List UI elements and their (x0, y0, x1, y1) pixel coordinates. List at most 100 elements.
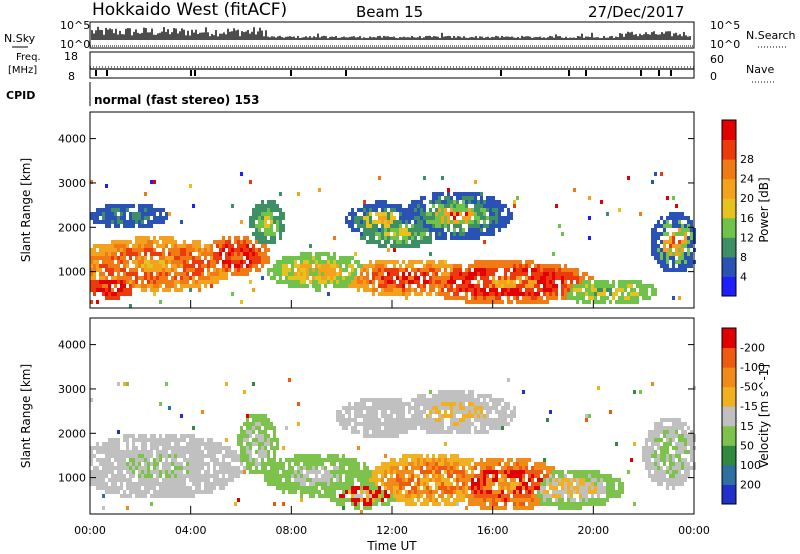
heatmap-cell (492, 406, 495, 410)
heatmap-cell (513, 470, 516, 474)
heatmap-cell (108, 260, 111, 264)
heatmap-cell (246, 454, 249, 458)
heatmap-cell (495, 494, 498, 498)
heatmap-cell (132, 280, 135, 284)
heatmap-cell (519, 288, 522, 292)
heatmap-cell (156, 446, 159, 450)
heatmap-cell (471, 300, 474, 304)
heatmap-cell (492, 284, 495, 288)
heatmap-cell (546, 296, 549, 300)
heatmap-cell (408, 260, 411, 264)
heatmap-cell (276, 446, 279, 450)
heatmap-cell (498, 216, 501, 220)
heatmap-cell (369, 486, 372, 490)
heatmap-cell (339, 410, 342, 414)
heatmap-cell (147, 470, 150, 474)
heatmap-cell (240, 454, 243, 458)
heatmap-cell (111, 466, 114, 470)
heatmap-cell (156, 284, 159, 288)
heatmap-cell (525, 280, 528, 284)
heatmap-cell (438, 394, 441, 398)
heatmap-cell (141, 276, 144, 280)
heatmap-cell (435, 474, 438, 478)
heatmap-cell (519, 260, 522, 264)
heatmap-cell (414, 398, 417, 402)
heatmap-cell (471, 232, 474, 236)
heatmap-cell (489, 272, 492, 276)
heatmap-cell (384, 240, 387, 244)
heatmap-cell (351, 466, 354, 470)
heatmap-cell (675, 252, 678, 256)
heatmap-cell (102, 216, 105, 220)
heatmap-cell (651, 284, 654, 288)
heatmap-cell (384, 418, 387, 422)
heatmap-cell (312, 490, 315, 494)
heatmap-cell (396, 268, 399, 272)
heatmap-cell (450, 406, 453, 410)
heatmap-cell (357, 462, 360, 466)
heatmap-cell (651, 236, 654, 240)
heatmap-cell (264, 220, 267, 224)
heatmap-cell (675, 268, 678, 272)
heatmap-cell (417, 228, 420, 232)
heatmap-cell (501, 422, 504, 426)
heatmap-cell (465, 196, 468, 200)
heatmap-cell (447, 398, 450, 402)
heatmap-cell (444, 466, 447, 470)
heatmap-cell (336, 470, 339, 474)
heatmap-cell (252, 288, 255, 292)
heatmap-cell (150, 288, 153, 292)
heatmap-cell (318, 276, 321, 280)
heatmap-cell (582, 296, 585, 300)
heatmap-cell (537, 280, 540, 284)
heatmap-cell (426, 418, 429, 422)
heatmap-cell (201, 276, 204, 280)
heatmap-cell (90, 454, 93, 458)
heatmap-cell (195, 490, 198, 494)
heatmap-cell (474, 220, 477, 224)
heatmap-cell (153, 288, 156, 292)
heatmap-cell (249, 462, 252, 466)
heatmap-cell (123, 264, 126, 268)
heatmap-cell (420, 284, 423, 288)
heatmap-cell (144, 434, 147, 438)
heatmap-cell (438, 208, 441, 212)
heatmap-cell (171, 268, 174, 272)
heatmap-cell (111, 220, 114, 224)
heatmap-cell (432, 272, 435, 276)
heatmap-cell (153, 280, 156, 284)
heatmap-cell (156, 462, 159, 466)
heatmap-cell (486, 478, 489, 482)
heatmap-cell (186, 280, 189, 284)
heatmap-cell (558, 224, 561, 228)
heatmap-cell (534, 300, 537, 304)
heatmap-cell (537, 498, 540, 502)
heatmap-cell (162, 260, 165, 264)
heatmap-cell (348, 422, 351, 426)
heatmap-cell (144, 252, 147, 256)
heatmap-cell (591, 296, 594, 300)
heatmap-cell (423, 406, 426, 410)
heatmap-cell (399, 232, 402, 236)
heatmap-cell (354, 414, 357, 418)
heatmap-cell (111, 268, 114, 272)
heatmap-cell (174, 462, 177, 466)
heatmap-cell (279, 272, 282, 276)
heatmap-cell (438, 454, 441, 458)
heatmap-cell (522, 486, 525, 490)
heatmap-cell (135, 248, 138, 252)
heatmap-cell (219, 482, 222, 486)
heatmap-cell (555, 204, 558, 208)
heatmap-cell (279, 486, 282, 490)
heatmap-cell (480, 426, 483, 430)
heatmap-cell (480, 288, 483, 292)
heatmap-cell (177, 442, 180, 446)
heatmap-cell (492, 494, 495, 498)
heatmap-cell (222, 236, 225, 240)
heatmap-cell (429, 236, 432, 240)
heatmap-cell (555, 272, 558, 276)
heatmap-cell (219, 252, 222, 256)
heatmap-cell (330, 482, 333, 486)
heatmap-cell (438, 414, 441, 418)
heatmap-cell (183, 466, 186, 470)
